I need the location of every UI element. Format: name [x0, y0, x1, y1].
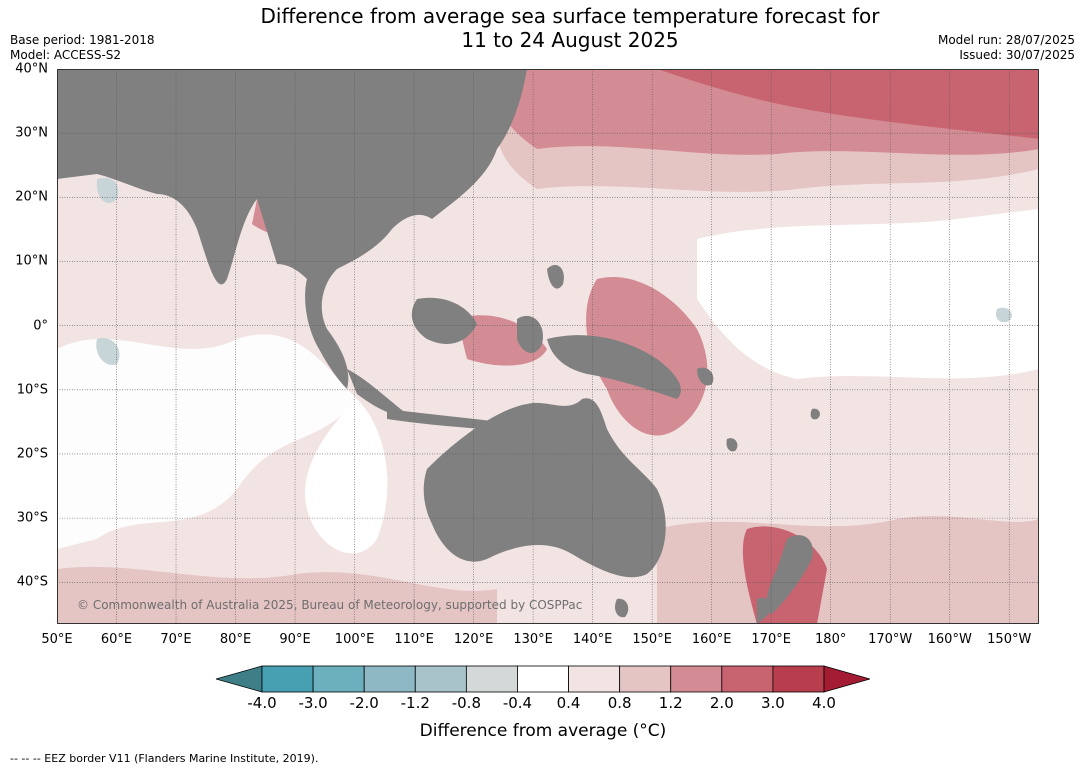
longitude-label: 140°E	[572, 632, 613, 647]
land-masses	[57, 69, 820, 624]
graticule	[57, 69, 1039, 624]
longitude-label: 70°E	[160, 632, 192, 647]
longitude-label: 80°E	[219, 632, 252, 647]
colorbar-bin	[517, 665, 569, 693]
longitude-label: 60°E	[100, 632, 133, 647]
colorbar-bin	[721, 665, 774, 693]
sst-anomaly-map	[57, 69, 1039, 624]
colorbar-bin	[261, 665, 314, 693]
map-canvas	[57, 69, 1039, 624]
colorbar-bin	[465, 665, 518, 693]
model-run-text: Model run: 28/07/2025	[937, 33, 1075, 47]
colorbar-tick-label: -0.8	[451, 694, 481, 712]
longitude-label: 180°	[815, 632, 847, 647]
colorbar-tick-label: 0.4	[556, 694, 581, 712]
longitude-label: 50°E	[41, 632, 73, 647]
colorbar-tick-label: -2.0	[349, 694, 379, 712]
colorbar-tick-label: 4.0	[812, 694, 836, 712]
colorbar-bin	[312, 665, 365, 693]
longitude-label: 130°E	[513, 632, 553, 647]
latitude-label: 20°N	[15, 189, 48, 205]
colorbar-tick-label: -3.0	[298, 694, 328, 712]
longitude-label: 170°E	[751, 632, 791, 647]
latitude-label: 40°N	[15, 61, 48, 77]
latitude-label: 10°N	[15, 253, 48, 269]
longitude-label: 100°E	[334, 632, 375, 647]
colorbar-tick-label: 0.8	[607, 694, 632, 712]
latitude-label: 40°S	[16, 574, 48, 590]
anomaly-contours	[57, 69, 1039, 624]
issued-text: Issued: 30/07/2025	[959, 48, 1075, 62]
longitude-label: 160°W	[927, 632, 972, 647]
colorbar-bin	[363, 665, 416, 693]
colorbar-tick-label: -4.0	[247, 694, 277, 712]
colorbar-bin	[772, 665, 825, 693]
latitude-label: 10°S	[16, 382, 48, 398]
colorbar-tick-label: 3.0	[760, 694, 785, 712]
longitude-label: 160°E	[691, 632, 732, 647]
chart-title: Difference from average sea surface temp…	[260, 4, 880, 52]
colorbar-bin	[619, 665, 672, 693]
colorbar-over-arrow	[823, 665, 870, 693]
colorbar-bin	[414, 665, 467, 693]
longitude-label: 170°W	[868, 632, 913, 647]
longitude-label: 120°E	[453, 632, 494, 647]
colorbar-bin	[670, 665, 723, 693]
colorbar-tick-label: -0.4	[502, 694, 533, 712]
copyright-text: © Commonwealth of Australia 2025, Bureau…	[77, 598, 583, 612]
colorbar-tick-label: -1.2	[400, 694, 430, 712]
latitude-label: 30°S	[16, 510, 48, 526]
colorbar-tick-label: 1.2	[658, 694, 683, 712]
longitude-label: 90°E	[279, 632, 311, 647]
model-text: Model: ACCESS-S2	[10, 48, 122, 62]
latitude-label: 30°N	[15, 125, 48, 141]
base-period-text: Base period: 1981-2018	[10, 33, 155, 47]
longitude-label: 150°W	[987, 632, 1032, 647]
longitude-label: 110°E	[394, 632, 434, 647]
eez-footnote: -- -- -- EEZ border V11 (Flanders Marine…	[10, 752, 319, 765]
map-frame	[57, 69, 1039, 624]
colorbar	[216, 665, 870, 693]
longitude-label: 150°E	[632, 632, 672, 647]
latitude-label: 20°S	[16, 446, 48, 462]
latitude-label: 0°	[33, 318, 48, 334]
colorbar-tick-label: 2.0	[709, 694, 734, 712]
colorbar-label: Difference from average (°C)	[419, 721, 667, 741]
colorbar-under-arrow	[216, 665, 263, 693]
colorbar-bin	[568, 665, 621, 693]
